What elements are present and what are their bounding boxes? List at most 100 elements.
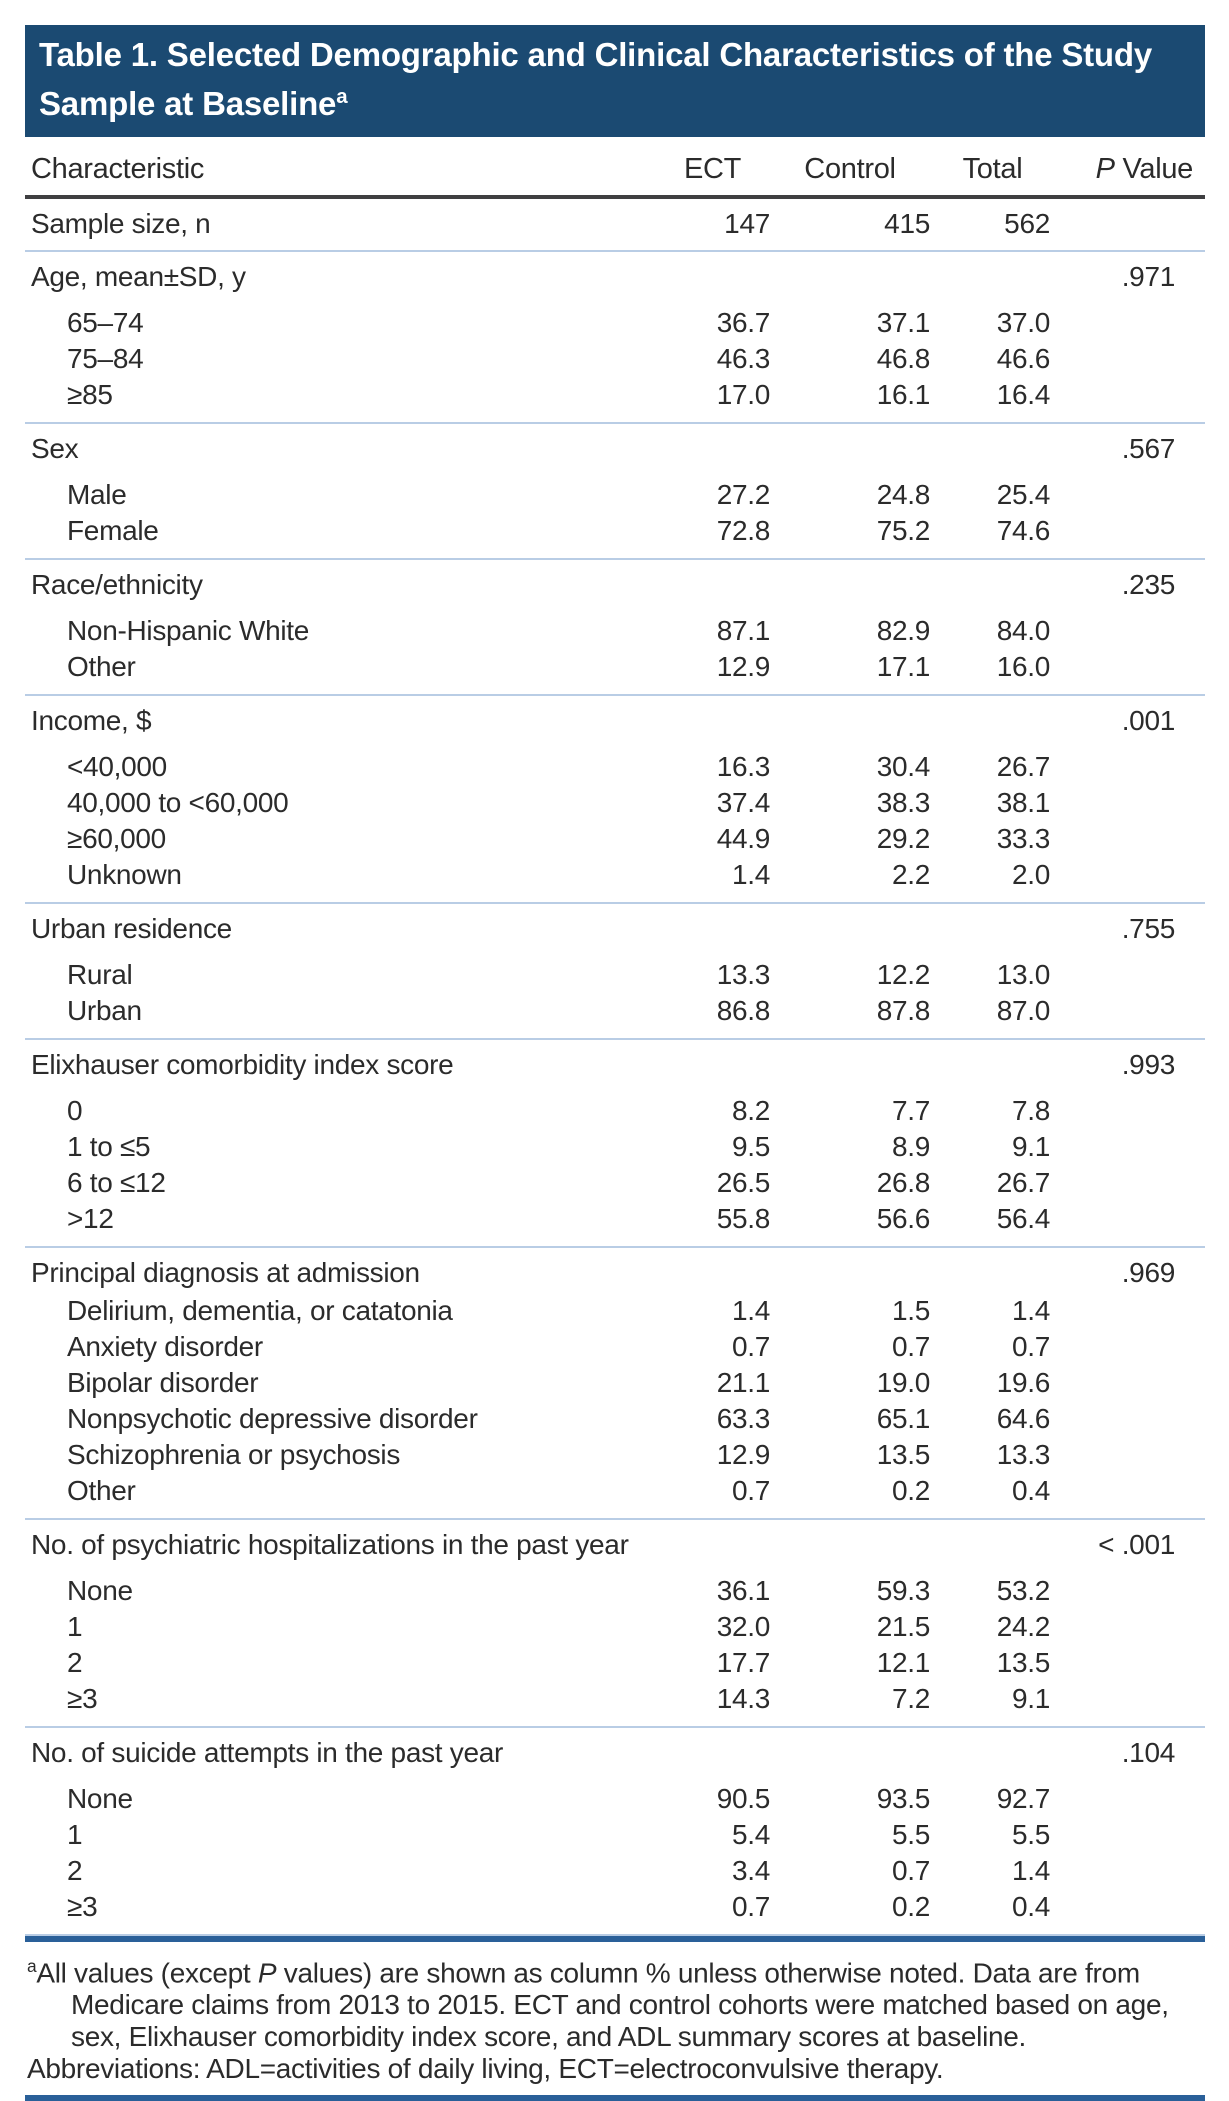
section-rows: 0 8.2 7.7 7.8 1 to ≤5 9.5 8.9 9.1 6 to ≤…: [25, 1093, 1205, 1237]
table-row: Male 27.2 24.8 25.4: [25, 477, 1205, 513]
cell-control: 1.5: [891, 1295, 930, 1326]
cell-total: 74.6: [996, 515, 1051, 546]
table-row: 40,000 to <60,000 37.4 38.3 38.1: [25, 785, 1205, 821]
cell-ect: 36.7: [716, 307, 771, 338]
cell-control: 17.1: [876, 651, 931, 682]
section-p-value: .971: [1121, 261, 1176, 292]
cell-total: 64.6: [996, 1403, 1051, 1434]
row-label: None: [67, 1783, 133, 1814]
col-characteristic: Characteristic: [31, 153, 205, 185]
table-row: >12 55.8 56.6 56.4: [25, 1201, 1205, 1237]
section-label: Principal diagnosis at admission: [31, 1257, 420, 1288]
table-row: 2 17.7 12.1 13.5: [25, 1645, 1205, 1681]
section-header-row: Urban residence .755: [25, 909, 1205, 949]
row-label: Rural: [67, 959, 133, 990]
table-title-bar: Table 1. Selected Demographic and Clinic…: [25, 25, 1205, 137]
cell-control: 29.2: [876, 823, 931, 854]
cell-total: 7.8: [1011, 1095, 1050, 1126]
cell-ect: 46.3: [716, 343, 771, 374]
section-rows: <40,000 16.3 30.4 26.7 40,000 to <60,000…: [25, 749, 1205, 893]
section-age: Age, mean±SD, y .971 65–74 36.7 37.1 37.…: [25, 252, 1205, 424]
section-label: Urban residence: [31, 913, 232, 944]
row-label: Anxiety disorder: [67, 1331, 263, 1362]
cell-ect: 37.4: [716, 787, 771, 818]
row-label: Other: [67, 1475, 136, 1506]
cell-total: 24.2: [996, 1611, 1051, 1642]
col-p-value: P Value: [1055, 153, 1205, 186]
table-row: 1 to ≤5 9.5 8.9 9.1: [25, 1129, 1205, 1165]
cell-total: 9.1: [1011, 1131, 1050, 1162]
section-label: Age, mean±SD, y: [31, 261, 246, 292]
cell-ect: 36.1: [716, 1575, 771, 1606]
cell-control: 82.9: [876, 615, 931, 646]
row-label: None: [67, 1575, 133, 1606]
section-rows: None 36.1 59.3 53.2 1 32.0 21.5 24.2 2 1…: [25, 1573, 1205, 1717]
table-row: None 90.5 93.5 92.7: [25, 1781, 1205, 1817]
cell-ect: 12.9: [716, 1439, 771, 1470]
row-label: Bipolar disorder: [67, 1367, 259, 1398]
section-header-row: Age, mean±SD, y .971: [25, 257, 1205, 297]
cell-control: 26.8: [876, 1167, 931, 1198]
cell-control: 0.7: [891, 1331, 930, 1362]
table-row: 2 3.4 0.7 1.4: [25, 1853, 1205, 1889]
cell-control: 0.7: [891, 1855, 930, 1886]
table-row: 65–74 36.7 37.1 37.0: [25, 305, 1205, 341]
table-title: Table 1. Selected Demographic and Clinic…: [39, 36, 1153, 122]
cell-ect: 12.9: [716, 651, 771, 682]
row-label: Nonpsychotic depressive disorder: [67, 1403, 478, 1434]
row-label: Sample size, n: [31, 208, 211, 239]
cell-ect: 0.7: [731, 1331, 770, 1362]
cell-ect: 1.4: [731, 1295, 770, 1326]
section-income: Income, $ .001 <40,000 16.3 30.4 26.7 40…: [25, 696, 1205, 904]
row-label: 1 to ≤5: [67, 1131, 151, 1162]
section-rows: Non-Hispanic White 87.1 82.9 84.0 Other …: [25, 613, 1205, 685]
cell-total: 26.7: [996, 1167, 1051, 1198]
cell-control: 87.8: [876, 995, 931, 1026]
table-row: Anxiety disorder 0.7 0.7 0.7: [25, 1329, 1205, 1365]
cell-control: 7.7: [891, 1095, 930, 1126]
cell-total: 5.5: [1011, 1819, 1050, 1850]
cell-ect: 3.4: [731, 1855, 770, 1886]
cell-total: 0.4: [1011, 1891, 1050, 1922]
section-header-row: Race/ethnicity .235: [25, 565, 1205, 605]
section-rows: Rural 13.3 12.2 13.0 Urban 86.8 87.8 87.…: [25, 957, 1205, 1029]
section-p-value: .755: [1121, 913, 1176, 944]
row-label: ≥3: [67, 1683, 98, 1714]
cell-control: 24.8: [876, 479, 931, 510]
cell-total: 2.0: [1011, 859, 1050, 890]
section-label: Elixhauser comorbidity index score: [31, 1049, 454, 1080]
cell-ect: 16.3: [716, 751, 771, 782]
row-label: Urban: [67, 995, 142, 1026]
cell-total: 0.7: [1011, 1331, 1050, 1362]
cell-control: 37.1: [876, 307, 931, 338]
section-header-row: No. of psychiatric hospitalizations in t…: [25, 1525, 1205, 1565]
table-row: 1 5.4 5.5 5.5: [25, 1817, 1205, 1853]
row-label: 1: [67, 1819, 83, 1850]
cell-ect: 90.5: [716, 1783, 771, 1814]
table-row: 75–84 46.3 46.8 46.6: [25, 341, 1205, 377]
cell-total: 87.0: [996, 995, 1051, 1026]
table-row: Urban 86.8 87.8 87.0: [25, 993, 1205, 1029]
section-p-value: .969: [1121, 1257, 1176, 1288]
cell-control: 415: [884, 208, 930, 239]
section-label: Sex: [31, 433, 79, 464]
table-row: None 36.1 59.3 53.2: [25, 1573, 1205, 1609]
cell-ect: 55.8: [716, 1203, 771, 1234]
table-row: Nonpsychotic depressive disorder 63.3 65…: [25, 1401, 1205, 1437]
cell-total: 0.4: [1011, 1475, 1050, 1506]
cell-control: 12.1: [876, 1647, 931, 1678]
section-p-value: .567: [1121, 433, 1176, 464]
cell-total: 84.0: [996, 615, 1051, 646]
table-row: ≥3 0.7 0.2 0.4: [25, 1889, 1205, 1925]
section-psychiatric-hospitalizations: No. of psychiatric hospitalizations in t…: [25, 1520, 1205, 1728]
cell-ect: 9.5: [731, 1131, 770, 1162]
cell-ect: 14.3: [716, 1683, 771, 1714]
section-header-row: No. of suicide attempts in the past year…: [25, 1733, 1205, 1773]
row-label: 40,000 to <60,000: [67, 787, 289, 818]
sample-size-row: Sample size, n 147 415 562: [25, 199, 1205, 252]
row-label: 0: [67, 1095, 83, 1126]
cell-control: 2.2: [891, 859, 930, 890]
footnote-text-post: values) are shown as column % unless oth…: [71, 1957, 1169, 2053]
cell-control: 12.2: [876, 959, 931, 990]
cell-total: 46.6: [996, 343, 1051, 374]
